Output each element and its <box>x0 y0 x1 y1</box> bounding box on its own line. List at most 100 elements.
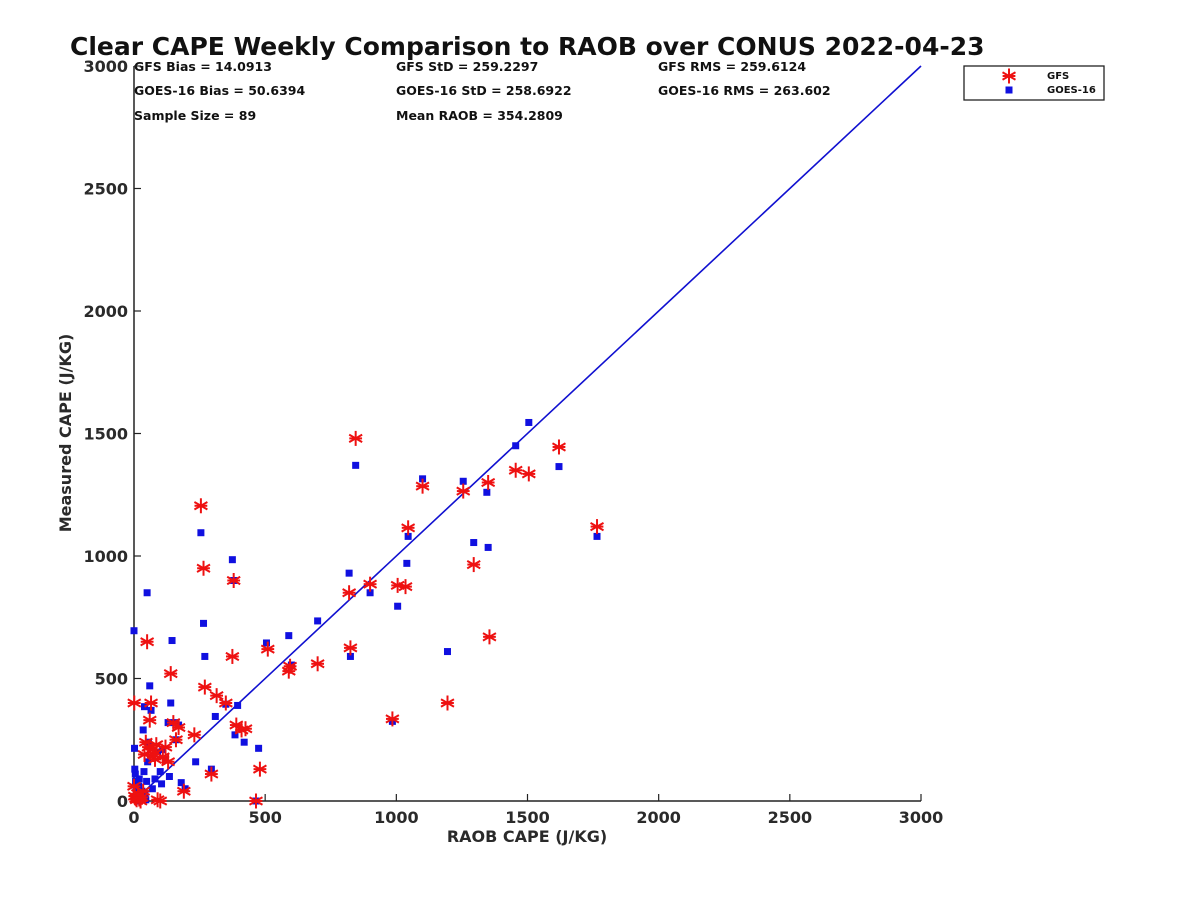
goes16-point <box>404 532 412 540</box>
goes16-point <box>231 731 239 739</box>
goes16-point <box>143 589 151 597</box>
goes16-point <box>234 701 242 709</box>
gfs-point <box>142 712 157 728</box>
gfs-point <box>187 727 202 743</box>
gfs-point <box>176 783 191 799</box>
goes16-point <box>285 632 293 640</box>
gfs-point <box>218 695 233 711</box>
y-ticks: 0 500 1000 1500 2000 2500 3000 <box>83 57 141 811</box>
legend-box <box>963 65 1105 101</box>
y-tick-label: 2500 <box>83 180 128 199</box>
gfs-point <box>127 695 142 711</box>
gfs-point <box>283 658 298 674</box>
gfs-point <box>171 720 186 735</box>
y-tick-label: 3000 <box>83 57 128 76</box>
goes16-point <box>144 758 152 766</box>
gfs-point <box>348 430 363 446</box>
goes16-point <box>240 738 248 746</box>
goes16-point <box>443 648 451 656</box>
gfs-point <box>161 754 176 770</box>
gfs-point <box>226 573 241 588</box>
goes16-point <box>132 777 140 785</box>
goes16-point <box>139 726 147 734</box>
gfs-point <box>136 783 151 799</box>
goes16-point <box>165 773 173 780</box>
x-ticks: 0 500 1000 1500 2000 2500 3000 <box>128 794 943 827</box>
gfs-point <box>440 695 455 711</box>
gfs-point <box>260 641 275 657</box>
gfs-point <box>193 498 208 514</box>
goes16-point <box>131 770 139 778</box>
goes16-point <box>345 569 353 577</box>
legend-goes16-symbol <box>1005 86 1013 94</box>
stat-goes16-std: GOES-16 StD = 258.6922 <box>396 83 572 98</box>
goes16-point <box>459 477 467 485</box>
goes16-point <box>555 463 563 471</box>
goes16-point <box>181 785 189 793</box>
x-axis-label: RAOB CAPE (J/KG) <box>447 827 607 846</box>
chart-title: Clear CAPE Weekly Comparison to RAOB ove… <box>70 32 985 61</box>
stat-mean-raob: Mean RAOB = 354.2809 <box>396 108 563 123</box>
gfs-point <box>209 688 224 704</box>
statistics-block: GFS Bias = 14.0913 GFS StD = 259.2297 GF… <box>134 59 831 123</box>
goes16-point <box>140 768 148 776</box>
goes16-point <box>141 790 149 798</box>
x-tick-label: 500 <box>248 808 281 827</box>
stat-sample-size: Sample Size = 89 <box>134 108 256 123</box>
legend-gfs-marker <box>1002 68 1016 84</box>
gfs-point <box>153 793 168 809</box>
goes16-point <box>167 699 175 707</box>
gfs-point <box>401 520 416 536</box>
legend: GFS GOES-16 <box>963 65 1105 101</box>
x-tick-label: 1000 <box>374 808 419 827</box>
goes16-point <box>151 775 159 783</box>
goes16-point <box>146 682 154 690</box>
legend-goes16-label: GOES-16 <box>1047 85 1096 96</box>
goes16-point <box>525 418 533 426</box>
y-tick-label: 0 <box>117 792 128 811</box>
gfs-point <box>310 656 325 672</box>
gfs-point <box>363 576 378 592</box>
goes16-point <box>130 627 138 635</box>
stat-goes16-bias: GOES-16 Bias = 50.6394 <box>134 83 305 98</box>
y-tick-label: 500 <box>95 670 128 689</box>
goes16-point <box>201 652 209 660</box>
one-to-one-line <box>133 65 922 802</box>
goes16-point <box>484 543 492 551</box>
legend-goes16-marker <box>1005 86 1013 94</box>
goes16-point <box>211 712 219 720</box>
goes16-point <box>228 556 236 564</box>
gfs-point <box>481 475 496 490</box>
y-tick-label: 2000 <box>83 302 128 321</box>
y-tick-label: 1500 <box>83 425 128 444</box>
goes16-point <box>131 744 139 752</box>
goes16-point <box>168 637 176 645</box>
goes16-point <box>197 529 205 537</box>
gfs-point <box>482 629 497 645</box>
gfs-point <box>252 761 267 777</box>
gfs-point <box>196 560 211 576</box>
y-axis-label: Measured CAPE (J/KG) <box>56 334 75 533</box>
gfs-point <box>521 466 536 482</box>
gfs-point <box>225 648 240 664</box>
goes16-point <box>314 617 322 625</box>
x-tick-label: 2500 <box>768 808 813 827</box>
goes16-point <box>158 780 166 788</box>
goes16-point <box>135 775 143 783</box>
stat-gfs-rms: GFS RMS = 259.6124 <box>658 59 806 74</box>
gfs-point <box>248 793 263 809</box>
gfs-point <box>343 640 358 656</box>
gfs-point <box>551 439 566 455</box>
gfs-point <box>385 711 400 727</box>
gfs-point <box>415 478 430 494</box>
goes16-point <box>255 744 263 752</box>
gfs-point <box>144 695 159 711</box>
gfs-point <box>168 732 183 748</box>
goes16-point <box>131 765 139 773</box>
x-tick-label: 2000 <box>636 808 681 827</box>
legend-gfs-label: GFS <box>1047 71 1069 82</box>
x-tick-label: 0 <box>128 808 139 827</box>
gfs-series <box>127 430 605 809</box>
goes16-point <box>403 559 411 567</box>
